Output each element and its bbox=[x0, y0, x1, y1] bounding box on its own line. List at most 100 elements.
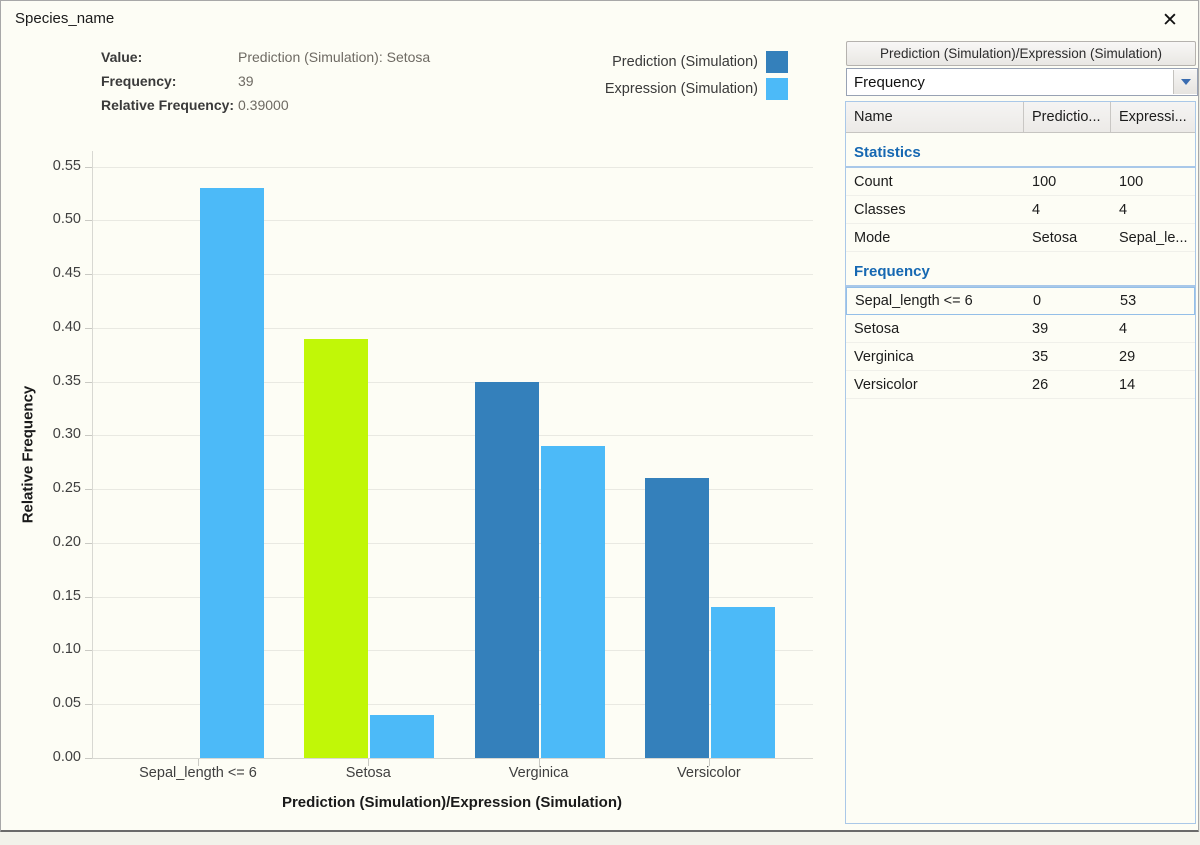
y-tick-label: 0.35 bbox=[52, 372, 81, 389]
y-tick-label: 0.20 bbox=[52, 533, 81, 550]
bar-prediction-simulation--versicolor[interactable] bbox=[644, 478, 709, 758]
bar-expression-simulation--sepal-length-6[interactable] bbox=[200, 188, 264, 758]
table-cell: Setosa bbox=[1032, 229, 1078, 246]
statistic-dropdown[interactable]: Frequency bbox=[846, 68, 1198, 96]
info-value: 39 bbox=[238, 73, 254, 89]
column-header-expression[interactable]: Expressi... bbox=[1111, 102, 1195, 132]
gridline bbox=[93, 435, 813, 437]
gridline bbox=[93, 542, 813, 544]
info-label: Frequency: bbox=[101, 73, 177, 89]
y-tick-mark bbox=[85, 542, 92, 544]
gridline bbox=[93, 650, 813, 652]
info-value: 0.39000 bbox=[238, 97, 289, 113]
legend-swatch bbox=[766, 51, 788, 73]
y-tick-mark bbox=[85, 596, 92, 598]
y-tick-label: 0.00 bbox=[52, 749, 81, 765]
table-cell: 0 bbox=[1033, 293, 1042, 309]
table-section-header: Frequency bbox=[846, 258, 1195, 287]
y-axis-title: Relative Frequency bbox=[19, 385, 37, 524]
y-tick-label: 0.50 bbox=[52, 211, 81, 228]
y-tick-label: 0.45 bbox=[52, 265, 81, 282]
x-category-label: Versicolor bbox=[677, 765, 741, 781]
column-header-prediction[interactable]: Predictio... bbox=[1024, 102, 1111, 132]
legend-swatch bbox=[766, 78, 788, 100]
y-tick-label: 0.55 bbox=[52, 157, 81, 174]
table-cell: Sepal_le... bbox=[1119, 229, 1188, 246]
gridline bbox=[93, 596, 813, 598]
table-cell: Verginica bbox=[854, 348, 914, 365]
info-row: Value: Prediction (Simulation): Setosa bbox=[101, 45, 430, 69]
table-cell: 39 bbox=[1032, 320, 1049, 337]
table-cell: Mode bbox=[854, 229, 891, 246]
x-category-label: Sepal_length <= 6 bbox=[139, 765, 257, 781]
table-cell: Setosa bbox=[854, 320, 900, 337]
table-cell: 4 bbox=[1119, 320, 1128, 337]
y-tick-label: 0.25 bbox=[52, 480, 81, 497]
y-tick-mark bbox=[85, 381, 92, 383]
hover-info-box: Value: Prediction (Simulation): Setosa Fre… bbox=[101, 45, 430, 117]
table-row[interactable]: Mode Setosa Sepal_le... bbox=[846, 224, 1195, 252]
y-tick-mark bbox=[85, 327, 92, 329]
gridline bbox=[93, 489, 813, 491]
legend-item: Expression (Simulation) bbox=[556, 78, 788, 100]
chevron-down-icon bbox=[1180, 79, 1191, 85]
x-axis-title: Prediction (Simulation)/Expression (Simu… bbox=[281, 794, 623, 811]
bar-chart-plot-area bbox=[92, 151, 813, 759]
y-tick-mark bbox=[85, 489, 92, 491]
gridline bbox=[93, 381, 813, 383]
table-header-row: Name Predictio... Expressi... bbox=[846, 102, 1195, 133]
table-row[interactable]: Classes 4 4 bbox=[846, 196, 1195, 224]
x-tick-mark bbox=[198, 759, 199, 766]
bar-prediction-simulation--setosa[interactable] bbox=[304, 338, 369, 758]
y-tick-label: 0.10 bbox=[52, 641, 81, 658]
legend-item: Prediction (Simulation) bbox=[556, 51, 788, 73]
y-tick-mark bbox=[85, 704, 92, 706]
y-tick-mark bbox=[85, 166, 92, 168]
gridline bbox=[93, 220, 813, 222]
table-row[interactable]: Setosa 39 4 bbox=[846, 315, 1195, 343]
y-tick-label: 0.15 bbox=[52, 587, 81, 604]
legend-label: Expression (Simulation) bbox=[604, 81, 758, 97]
table-cell: 4 bbox=[1119, 201, 1128, 218]
y-tick-label: 0.05 bbox=[52, 695, 81, 712]
gridline bbox=[93, 166, 813, 168]
gridline bbox=[93, 274, 813, 276]
table-section-header: Statistics bbox=[846, 139, 1195, 168]
x-category-label: Verginica bbox=[508, 765, 569, 781]
bar-expression-simulation--setosa[interactable] bbox=[370, 714, 435, 758]
table-cell: Versicolor bbox=[854, 376, 918, 393]
x-tick-mark bbox=[538, 759, 540, 766]
gridline bbox=[93, 704, 813, 706]
bar-expression-simulation--verginica[interactable] bbox=[540, 446, 605, 758]
y-tick-mark bbox=[85, 274, 92, 276]
table-row[interactable]: Count 100 100 bbox=[846, 168, 1195, 196]
info-label: Value: bbox=[101, 49, 143, 65]
table-cell: 29 bbox=[1119, 348, 1136, 365]
info-row: Relative Frequency: 0.39000 bbox=[101, 93, 430, 117]
close-icon[interactable]: ✕ bbox=[1156, 7, 1184, 33]
table-cell: Sepal_length <= 6 bbox=[855, 293, 973, 309]
y-tick-mark bbox=[85, 220, 92, 222]
statistics-table: Name Predictio... Expressi... Statistics… bbox=[845, 101, 1196, 824]
table-cell: 26 bbox=[1032, 376, 1049, 393]
x-tick-mark bbox=[708, 759, 710, 766]
column-header-name[interactable]: Name bbox=[846, 102, 1024, 132]
bar-expression-simulation--versicolor[interactable] bbox=[710, 607, 775, 758]
bar-prediction-simulation--verginica[interactable] bbox=[474, 381, 539, 758]
y-tick-mark bbox=[85, 758, 92, 759]
x-category-label: Setosa bbox=[345, 765, 391, 781]
table-row[interactable]: Sepal_length <= 6 0 53 bbox=[846, 287, 1195, 315]
dropdown-button[interactable] bbox=[1173, 70, 1197, 94]
legend-label: Prediction (Simulation) bbox=[612, 54, 758, 70]
table-row[interactable]: Verginica 35 29 bbox=[846, 343, 1195, 371]
panel-header-button[interactable]: Prediction (Simulation)/Expression (Simu… bbox=[846, 41, 1196, 66]
gridline bbox=[93, 327, 813, 329]
behind-window-strip bbox=[0, 832, 1200, 845]
table-row[interactable]: Versicolor 26 14 bbox=[846, 371, 1195, 399]
table-cell: 100 bbox=[1119, 173, 1144, 190]
y-tick-mark bbox=[85, 435, 92, 437]
x-tick-mark bbox=[368, 759, 370, 766]
y-tick-label: 0.30 bbox=[52, 426, 81, 443]
y-tick-mark bbox=[85, 650, 92, 652]
